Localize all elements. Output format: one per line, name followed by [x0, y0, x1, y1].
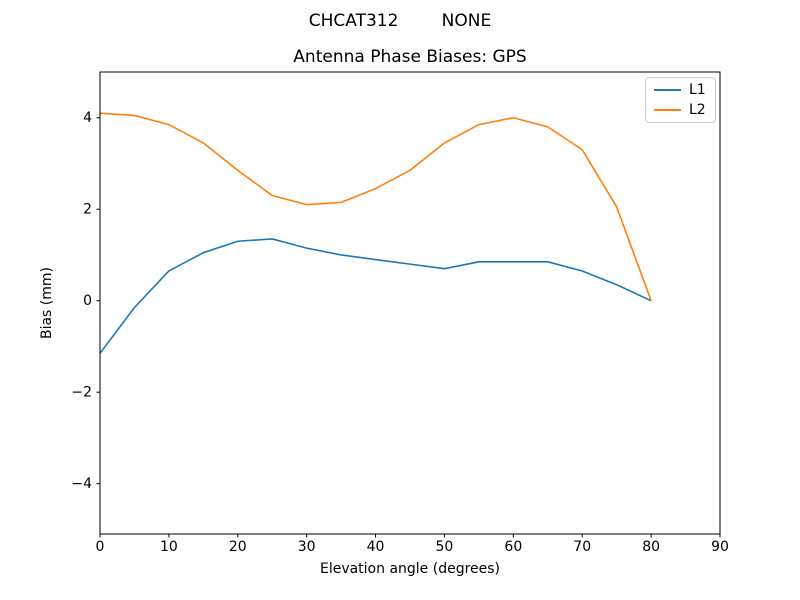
y-tick-label: 0	[83, 293, 92, 309]
x-tick-label: 0	[96, 539, 105, 555]
x-tick-label: 70	[573, 539, 591, 555]
legend-label-L2: L2	[689, 102, 706, 118]
figure-suptitle: CHCAT312 NONE	[308, 11, 492, 31]
legend-line-swatch-L2	[654, 109, 681, 111]
x-tick-label: 80	[642, 539, 660, 555]
legend-line-swatch-L1	[654, 89, 681, 91]
y-tick-label: 2	[83, 202, 92, 218]
x-tick-label: 50	[436, 539, 454, 555]
y-tick-label: −2	[71, 385, 92, 401]
legend-entry-L2: L2	[654, 103, 706, 117]
x-tick-label: 40	[367, 539, 385, 555]
x-tick-label: 30	[298, 539, 316, 555]
y-axis-label: Bias (mm)	[39, 266, 55, 340]
chart-title: Antenna Phase Biases: GPS	[293, 47, 527, 67]
legend: L1 L2	[645, 77, 716, 123]
x-axis-label: Elevation angle (degrees)	[319, 561, 501, 577]
line-series-L1	[99, 238, 652, 354]
legend-label-L1: L1	[689, 82, 706, 98]
legend-entry-L1: L1	[654, 83, 706, 97]
axes-spines	[99, 71, 721, 535]
x-tick-label: 90	[711, 539, 729, 555]
y-tick-label: −4	[71, 476, 92, 492]
x-tick-label: 10	[160, 539, 178, 555]
x-tick-label: 20	[229, 539, 247, 555]
x-tick-label: 60	[504, 539, 522, 555]
y-tick-label: 4	[83, 110, 92, 126]
line-series-L2	[99, 112, 652, 301]
